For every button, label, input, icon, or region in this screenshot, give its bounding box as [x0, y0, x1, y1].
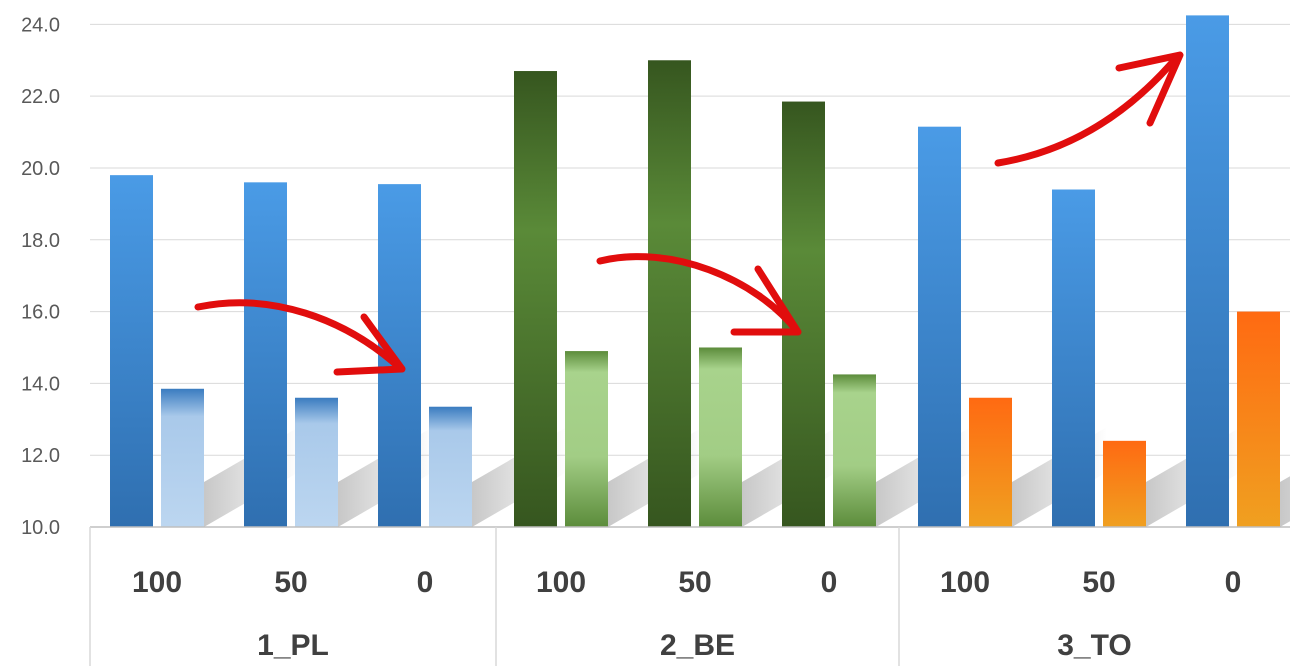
bar-secondary	[969, 397, 1012, 527]
arrow-shaft	[994, 53, 1181, 167]
category-label: 0	[821, 566, 838, 599]
y-tick-label: 10.0	[21, 517, 60, 539]
arrow-head	[1115, 51, 1184, 127]
bar-secondary	[161, 388, 204, 527]
category-label: 100	[940, 566, 990, 599]
arrow-head	[333, 313, 406, 376]
bar-secondary	[833, 374, 876, 527]
y-tick-label: 12.0	[21, 445, 60, 467]
y-tick-label: 14.0	[21, 373, 60, 395]
bar-secondary	[1103, 440, 1146, 527]
bar-primary	[244, 182, 287, 528]
bar-secondary	[1237, 311, 1280, 527]
y-axis-ticks: 10.0 12.0 14.0 16.0 18.0 20.0 22.0 24.0	[21, 14, 60, 539]
arrow-shaft	[194, 299, 404, 372]
y-tick-label: 24.0	[21, 14, 60, 36]
group-label: 1_PL	[257, 629, 329, 662]
bars	[110, 15, 1280, 528]
bar-primary	[110, 175, 153, 527]
category-label: 100	[132, 566, 182, 599]
category-label: 0	[1225, 566, 1242, 599]
y-tick-label: 20.0	[21, 158, 60, 180]
x-axis	[89, 526, 1290, 666]
category-labels: 100 50 0 1_PL 100 50 0 2_BE 100 50 0 3_TO	[132, 566, 1241, 662]
category-label: 100	[536, 566, 586, 599]
bar-secondary	[565, 351, 608, 527]
bar-shadow	[1280, 476, 1290, 527]
annotation-arrows	[194, 51, 1184, 376]
group-label: 2_BE	[660, 629, 735, 662]
arrow-shaft	[596, 253, 801, 335]
arrow-head	[730, 265, 802, 336]
category-label: 50	[1082, 566, 1115, 599]
bar-primary	[514, 71, 557, 527]
y-tick-label: 16.0	[21, 302, 60, 324]
bar-primary	[918, 126, 961, 528]
bar-secondary	[295, 397, 338, 527]
bar-primary	[1186, 15, 1229, 528]
category-label: 0	[417, 566, 434, 599]
y-tick-label: 18.0	[21, 230, 60, 252]
category-label: 50	[274, 566, 307, 599]
bar-primary	[1052, 189, 1095, 527]
bar-secondary	[699, 347, 742, 527]
bar-primary	[648, 60, 691, 528]
bar-secondary	[429, 406, 472, 527]
category-label: 50	[678, 566, 711, 599]
group-label: 3_TO	[1057, 629, 1132, 662]
y-tick-label: 22.0	[21, 86, 60, 108]
